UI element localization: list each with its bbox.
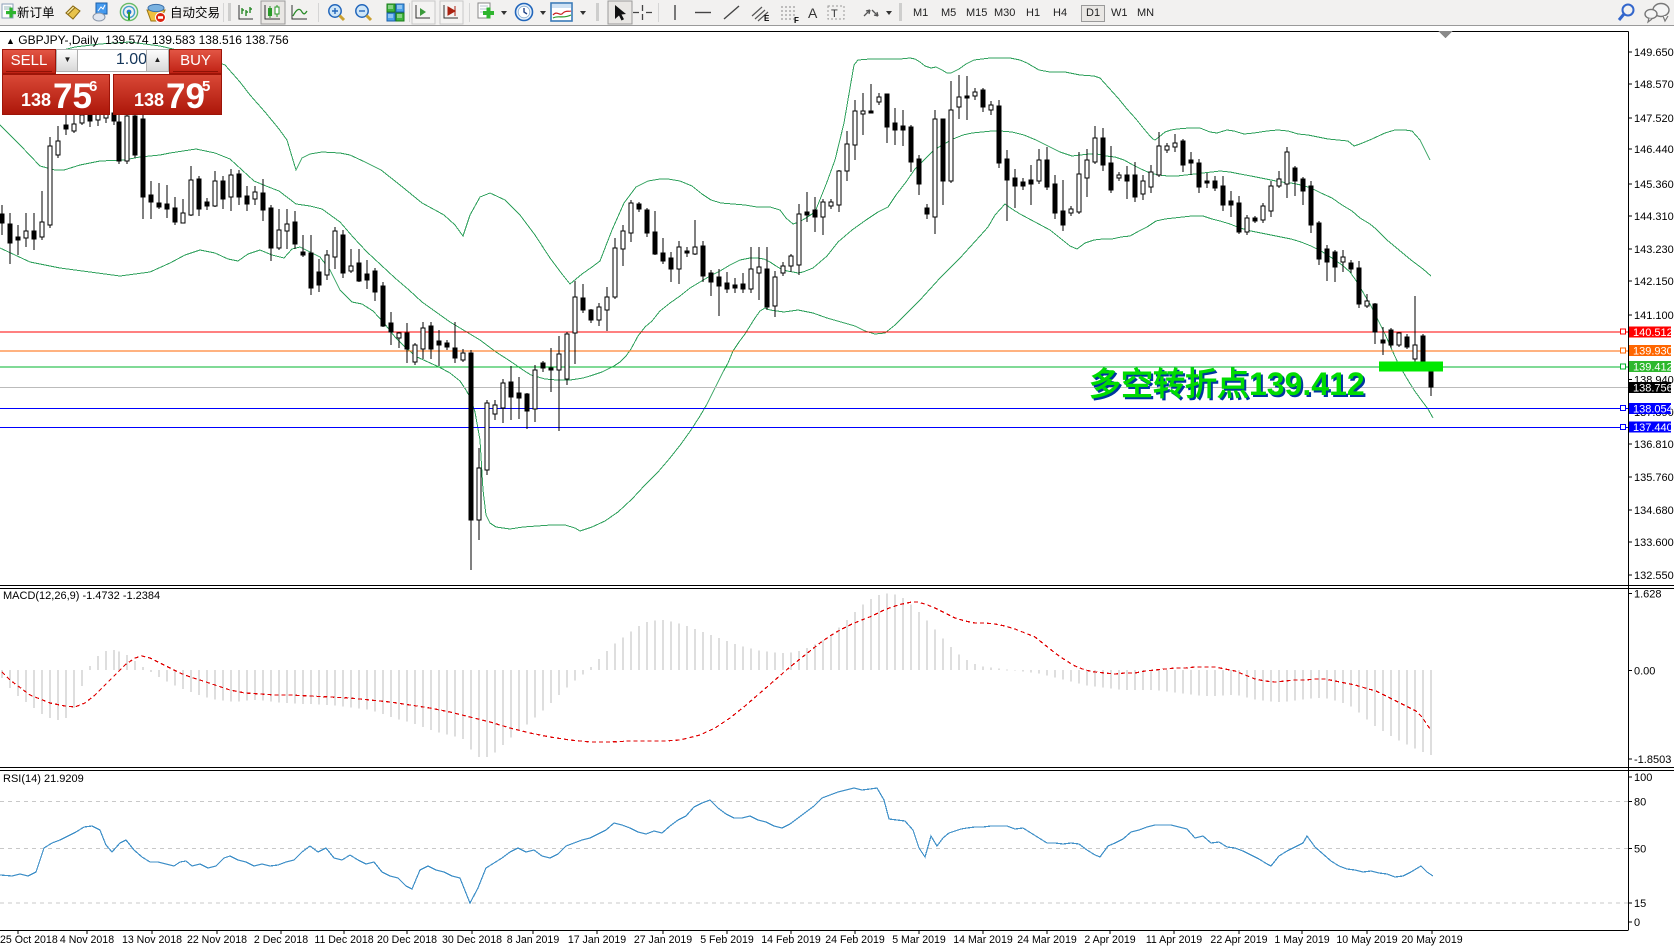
- svg-text:14 Mar 2019: 14 Mar 2019: [953, 934, 1013, 946]
- svg-text:T: T: [831, 8, 838, 20]
- svg-text:138.756: 138.756: [1633, 383, 1673, 395]
- svg-text:27 Jan 2019: 27 Jan 2019: [634, 934, 692, 946]
- svg-text:5 Mar 2019: 5 Mar 2019: [892, 934, 946, 946]
- svg-text:-1.8503: -1.8503: [1634, 754, 1671, 766]
- svg-text:50: 50: [1634, 844, 1646, 856]
- svg-text:14 Feb 2019: 14 Feb 2019: [761, 934, 821, 946]
- svg-text:135.760: 135.760: [1634, 472, 1674, 484]
- svg-text:2 Dec 2018: 2 Dec 2018: [254, 934, 308, 946]
- svg-text:自动交易: 自动交易: [170, 5, 220, 20]
- svg-text:22 Nov 2018: 22 Nov 2018: [187, 934, 247, 946]
- svg-text:15: 15: [1634, 898, 1646, 910]
- svg-text:10 May 2019: 10 May 2019: [1336, 934, 1397, 946]
- svg-text:1.628: 1.628: [1634, 589, 1662, 601]
- svg-text:A: A: [808, 5, 818, 21]
- svg-text:13 Nov 2018: 13 Nov 2018: [122, 934, 182, 946]
- svg-text:139.412: 139.412: [1633, 362, 1673, 374]
- svg-text:138.054: 138.054: [1633, 403, 1673, 415]
- svg-text:0.00: 0.00: [1634, 665, 1655, 677]
- svg-text:MACD(12,26,9) -1.4732 -1.2384: MACD(12,26,9) -1.4732 -1.2384: [3, 590, 160, 602]
- svg-text:132.550: 132.550: [1634, 570, 1674, 582]
- svg-text:0: 0: [1634, 917, 1640, 929]
- svg-text:148.570: 148.570: [1634, 79, 1674, 91]
- svg-text:147.520: 147.520: [1634, 113, 1674, 125]
- svg-text:146.440: 146.440: [1634, 144, 1674, 156]
- svg-text:RSI(14) 21.9209: RSI(14) 21.9209: [3, 773, 84, 785]
- svg-text:30 Dec 2018: 30 Dec 2018: [442, 934, 502, 946]
- svg-text:4 Nov 2018: 4 Nov 2018: [60, 934, 114, 946]
- svg-text:20 May 2019: 20 May 2019: [1401, 934, 1462, 946]
- svg-text:144.310: 144.310: [1634, 211, 1674, 223]
- svg-text:1 May 2019: 1 May 2019: [1274, 934, 1329, 946]
- svg-text:149.650: 149.650: [1634, 47, 1674, 59]
- svg-text:17 Jan 2019: 17 Jan 2019: [568, 934, 626, 946]
- svg-text:142.150: 142.150: [1634, 276, 1674, 288]
- svg-text:新订单: 新订单: [17, 5, 55, 20]
- svg-text:137.440: 137.440: [1633, 422, 1673, 434]
- svg-text:25 Oct 2018: 25 Oct 2018: [0, 934, 58, 946]
- svg-text:F: F: [794, 16, 799, 25]
- svg-text:100: 100: [1634, 772, 1652, 784]
- svg-text:145.360: 145.360: [1634, 179, 1674, 191]
- svg-text:8 Jan 2019: 8 Jan 2019: [507, 934, 560, 946]
- svg-text:多空转折点139.412: 多空转折点139.412: [1089, 366, 1365, 402]
- svg-text:24 Feb 2019: 24 Feb 2019: [825, 934, 885, 946]
- svg-text:24 Mar 2019: 24 Mar 2019: [1017, 934, 1077, 946]
- svg-text:80: 80: [1634, 797, 1646, 809]
- svg-text:2 Apr 2019: 2 Apr 2019: [1084, 934, 1135, 946]
- svg-text:22 Apr 2019: 22 Apr 2019: [1210, 934, 1267, 946]
- svg-text:141.100: 141.100: [1634, 310, 1674, 322]
- svg-text:143.230: 143.230: [1634, 244, 1674, 256]
- svg-text:E: E: [764, 14, 770, 23]
- svg-text:139.930: 139.930: [1633, 346, 1673, 358]
- svg-text:11 Dec 2018: 11 Dec 2018: [314, 934, 373, 946]
- svg-text:140.512: 140.512: [1633, 327, 1673, 339]
- svg-text:20 Dec 2018: 20 Dec 2018: [377, 934, 437, 946]
- svg-text:134.680: 134.680: [1634, 505, 1674, 517]
- svg-text:11 Apr 2019: 11 Apr 2019: [1146, 934, 1202, 946]
- svg-text:136.810: 136.810: [1634, 439, 1674, 451]
- svg-text:5 Feb 2019: 5 Feb 2019: [700, 934, 754, 946]
- svg-text:133.600: 133.600: [1634, 537, 1674, 549]
- svg-text:多空转折点139.412: 多空转折点139.412: [1091, 368, 1367, 404]
